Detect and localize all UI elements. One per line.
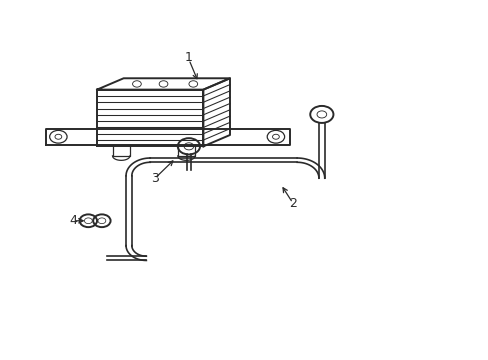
Text: 3: 3 (151, 172, 159, 185)
Text: 4: 4 (69, 214, 77, 227)
Text: 2: 2 (288, 197, 296, 210)
Text: 1: 1 (184, 51, 192, 64)
